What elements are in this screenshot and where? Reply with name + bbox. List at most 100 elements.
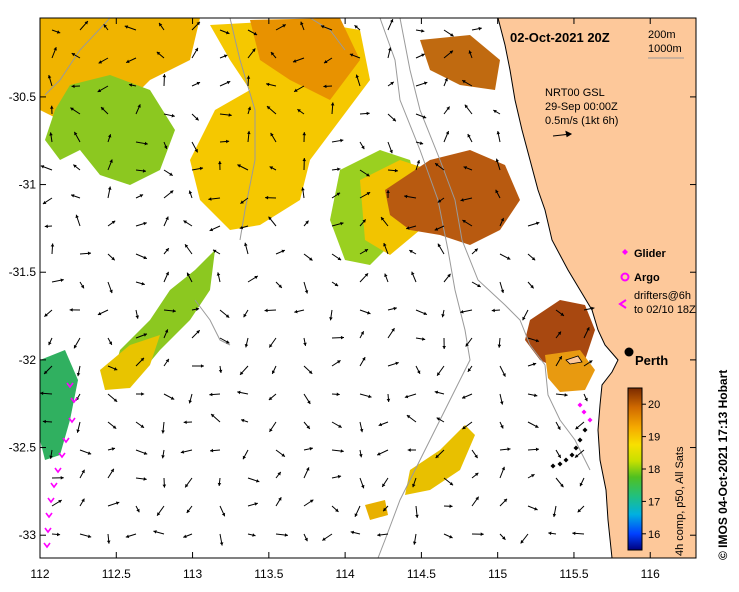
legend-drifters: drifters@6h to 02/10 18Z bbox=[618, 290, 696, 316]
current-vector bbox=[107, 501, 120, 507]
current-vector bbox=[443, 504, 453, 509]
x-axis: 112 112.5 113 113.5 114 114.5 115 115.5 116 bbox=[30, 18, 660, 581]
current-vector bbox=[191, 166, 204, 171]
current-vector bbox=[135, 505, 140, 513]
current-vector bbox=[265, 195, 277, 200]
current-vector bbox=[79, 251, 92, 256]
current-vector bbox=[237, 164, 249, 171]
current-vector bbox=[552, 505, 557, 518]
current-vector bbox=[219, 113, 232, 117]
glider-marker bbox=[622, 249, 628, 255]
current-vector bbox=[163, 169, 173, 177]
current-vector bbox=[383, 242, 389, 255]
current-vector bbox=[471, 248, 479, 255]
current-vector bbox=[522, 309, 529, 321]
current-vector bbox=[331, 360, 341, 367]
current-vector bbox=[387, 168, 398, 173]
current-vector bbox=[44, 224, 53, 229]
current-vector bbox=[244, 337, 249, 348]
sst-patch-hot-north bbox=[420, 35, 500, 90]
current-vector bbox=[51, 46, 57, 59]
current-vector bbox=[125, 533, 137, 539]
current-vector bbox=[555, 393, 568, 397]
current-vector bbox=[331, 421, 342, 428]
current-vector bbox=[180, 449, 193, 454]
current-vector bbox=[404, 393, 417, 399]
current-vector bbox=[443, 533, 453, 539]
current-vector bbox=[329, 309, 333, 321]
colorbar-tick-label: 17 bbox=[648, 496, 660, 508]
current-vector bbox=[73, 337, 81, 349]
current-vector bbox=[359, 272, 369, 283]
sst-patch-west-yellow bbox=[100, 335, 160, 390]
current-vector bbox=[49, 132, 53, 143]
current-vector bbox=[44, 309, 53, 317]
current-vector bbox=[107, 337, 113, 346]
current-vector bbox=[493, 109, 501, 115]
current-vector bbox=[471, 472, 479, 479]
current-vector bbox=[268, 393, 277, 401]
current-vector bbox=[191, 81, 201, 87]
current-vector bbox=[359, 331, 365, 339]
current-vector bbox=[331, 505, 339, 513]
current-vector bbox=[300, 21, 305, 31]
current-vector bbox=[156, 505, 165, 516]
current-vector bbox=[209, 225, 221, 232]
x-tick-label: 114 bbox=[336, 567, 355, 581]
current-vector bbox=[354, 505, 361, 518]
current-vector bbox=[583, 326, 590, 339]
current-vector bbox=[377, 533, 389, 537]
current-vector bbox=[322, 533, 333, 541]
current-vector bbox=[303, 499, 314, 507]
current-vector bbox=[97, 309, 109, 316]
current-vector bbox=[186, 505, 193, 514]
current-vector bbox=[247, 29, 258, 36]
current-vector bbox=[153, 530, 165, 535]
current-vector bbox=[331, 392, 340, 397]
current-vector bbox=[50, 243, 55, 255]
current-vector bbox=[107, 253, 116, 261]
current-vector bbox=[292, 57, 305, 63]
current-vector bbox=[106, 533, 111, 544]
current-vector bbox=[303, 365, 313, 375]
drifter-position bbox=[43, 542, 51, 549]
y-tick-label: -30.5 bbox=[9, 90, 37, 104]
current-vector bbox=[443, 77, 448, 87]
current-vector bbox=[461, 79, 473, 87]
drifter-tracks bbox=[43, 382, 593, 549]
current-vector bbox=[583, 360, 593, 367]
current-vector bbox=[69, 308, 81, 312]
current-vector bbox=[443, 130, 450, 143]
current-vector bbox=[303, 281, 309, 294]
current-vector bbox=[219, 337, 230, 344]
current-vector bbox=[240, 197, 249, 205]
current-vector bbox=[572, 531, 585, 536]
current-vector bbox=[42, 197, 53, 205]
current-vector bbox=[331, 192, 341, 199]
current-vector bbox=[386, 189, 390, 199]
current-vector bbox=[275, 449, 286, 458]
current-vector bbox=[331, 335, 345, 340]
current-vector bbox=[107, 220, 116, 227]
current-vector bbox=[240, 418, 249, 423]
map-date-title: 02-Oct-2021 20Z bbox=[510, 30, 610, 45]
glider-label: Glider bbox=[634, 248, 667, 260]
current-vector bbox=[443, 477, 454, 486]
current-vector bbox=[210, 448, 221, 453]
current-vector bbox=[303, 393, 311, 405]
current-vector bbox=[583, 393, 588, 402]
current-vector bbox=[583, 306, 595, 311]
x-tick-label: 116 bbox=[641, 567, 660, 581]
current-vector bbox=[72, 164, 81, 171]
current-vector bbox=[471, 449, 479, 459]
current-vector bbox=[499, 421, 504, 429]
current-vector bbox=[359, 449, 363, 458]
sst-patch-perth-orange bbox=[545, 350, 595, 392]
current-vector bbox=[269, 421, 277, 433]
current-vector bbox=[460, 309, 473, 314]
current-vector bbox=[163, 216, 169, 227]
y-tick-label: -33 bbox=[19, 528, 37, 542]
glider-position bbox=[581, 409, 587, 415]
current-vector bbox=[40, 165, 53, 171]
glider-position bbox=[587, 417, 593, 423]
